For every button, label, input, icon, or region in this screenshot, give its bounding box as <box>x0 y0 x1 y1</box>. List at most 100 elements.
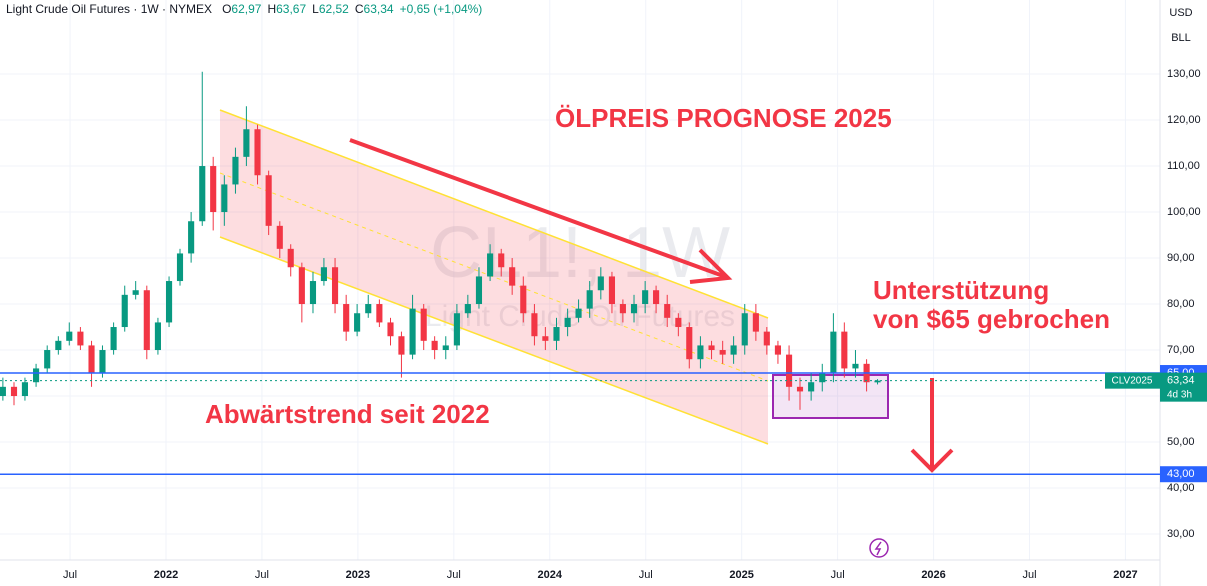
annotation: von $65 gebrochen <box>873 304 1110 334</box>
ohlc-key: H <box>267 2 276 16</box>
candle-body <box>55 340 62 351</box>
candle-body <box>786 354 793 387</box>
candle-body <box>431 340 438 351</box>
candle-body <box>254 129 261 176</box>
candle-body <box>597 276 604 291</box>
candle-body <box>409 308 416 355</box>
event-icon-bolt <box>874 541 882 556</box>
candle-body <box>143 290 150 351</box>
candle-body <box>121 294 128 328</box>
currency[interactable]: USD <box>1169 7 1192 19</box>
candle-body <box>586 290 593 309</box>
candle-body <box>564 317 571 328</box>
candle-body <box>520 285 527 314</box>
candle-body <box>763 331 770 346</box>
candle-body <box>331 267 339 305</box>
candle-body <box>88 345 95 374</box>
down-arrowhead <box>910 448 954 473</box>
candle-body <box>752 313 759 332</box>
y-tick-label: 30,00 <box>1167 528 1195 540</box>
price-label-bg <box>1160 466 1207 483</box>
candle-body <box>276 225 283 249</box>
channel-upper <box>219 109 769 319</box>
grid <box>0 0 1160 560</box>
y-tick-label: 50,00 <box>1167 436 1195 448</box>
price-label: 43,00 <box>1167 468 1195 480</box>
candle-body <box>575 308 582 318</box>
candle-body <box>210 166 217 213</box>
candle-body <box>0 386 6 397</box>
trend-arrowhead <box>689 248 733 284</box>
ohlc-key: L <box>312 2 319 16</box>
y-tick-label: 70,00 <box>1167 344 1195 356</box>
trend-arrow <box>349 138 727 279</box>
annotation: ÖLPREIS PROGNOSE 2025 <box>555 103 892 133</box>
legend-header: Light Crude Oil Futures · 1W · NYMEX O62,… <box>6 2 482 16</box>
candle-body <box>475 276 483 305</box>
candles <box>0 71 881 410</box>
candle-body <box>852 363 859 369</box>
candle-body <box>487 253 494 277</box>
candle-body <box>99 350 106 374</box>
ohlc-value: 63,34 <box>364 2 394 16</box>
candle-body <box>33 368 40 383</box>
candle-body <box>819 373 826 383</box>
candle-body <box>686 327 693 360</box>
y-tick-label: 100,00 <box>1167 206 1201 218</box>
x-tick-label: Jul <box>831 569 845 581</box>
candle-body <box>841 331 848 369</box>
change: +0,65 (+1,04%) <box>400 2 483 16</box>
y-tick-label: 40,00 <box>1167 482 1195 494</box>
candle-body <box>376 304 383 323</box>
unit[interactable]: BLL <box>1171 32 1191 44</box>
candle-body <box>165 281 173 323</box>
candle-body <box>808 382 815 392</box>
candle-body <box>796 386 804 392</box>
candle-body <box>77 331 84 346</box>
x-tick-label: Jul <box>63 569 77 581</box>
candle-body <box>420 308 427 341</box>
candle-body <box>719 350 726 355</box>
x-tick-label: 2024 <box>538 569 563 581</box>
y-tick-label: 120,00 <box>1167 114 1201 126</box>
candle-body <box>232 156 239 185</box>
candle-body <box>176 253 184 282</box>
x-tick-label: Jul <box>447 569 461 581</box>
y-tick-label: 110,00 <box>1167 160 1200 172</box>
candle-body <box>354 313 361 332</box>
candle-body <box>453 313 460 346</box>
instrument: Light Crude Oil Futures · 1W · NYMEX <box>6 2 212 16</box>
x-tick-label: 2023 <box>346 569 370 581</box>
candle-body <box>553 327 560 341</box>
last-price-bg <box>1160 372 1207 402</box>
candle-body <box>741 313 748 346</box>
candle-body <box>608 276 616 305</box>
candle-body <box>188 221 195 254</box>
y-tick-label: 90,00 <box>1167 252 1195 264</box>
candle-body <box>309 281 317 305</box>
candle-body <box>320 267 327 282</box>
candle-body <box>498 253 505 268</box>
candle-body <box>365 304 372 314</box>
candle-body <box>243 129 250 157</box>
x-tick-label: 2026 <box>921 569 945 581</box>
countdown: 4d 3h <box>1167 389 1192 400</box>
candle-body <box>542 336 549 341</box>
candle-body <box>44 350 51 369</box>
event-icon[interactable] <box>869 538 889 558</box>
candle-body <box>830 331 837 374</box>
candle-body <box>199 166 206 222</box>
x-tick-label: Jul <box>1022 569 1036 581</box>
y-tick-label: 80,00 <box>1167 298 1195 310</box>
ohlc-key: O <box>222 2 231 16</box>
candle-body <box>265 175 272 226</box>
candle-body <box>66 331 73 341</box>
candle-body <box>387 322 394 337</box>
x-tick-label: 2022 <box>154 569 178 581</box>
y-tick-label: 130,00 <box>1167 68 1201 80</box>
ohlc-value: 63,67 <box>276 2 306 16</box>
x-tick-label: 2025 <box>729 569 753 581</box>
ohlc-value: 62,97 <box>231 2 261 16</box>
candle-body <box>708 345 715 351</box>
